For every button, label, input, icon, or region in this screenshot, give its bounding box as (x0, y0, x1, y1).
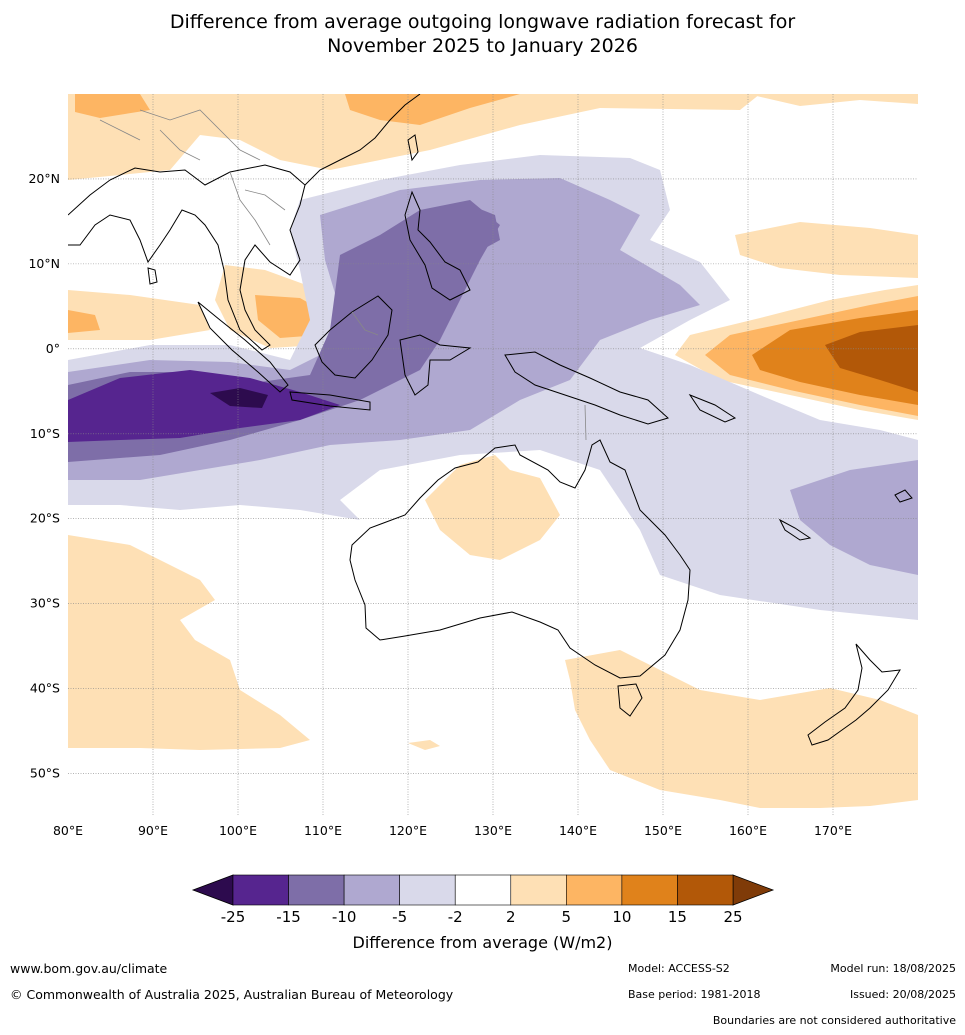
anomaly-region-china-pos (345, 94, 520, 125)
anomaly-region-south-pos (565, 650, 918, 808)
latitude-label: 10°S (30, 426, 60, 441)
coast-java (289, 391, 371, 411)
coast-china (304, 94, 421, 186)
colorbar-tick-label: -2 (448, 908, 463, 926)
colorbar-tick-label: -25 (221, 908, 246, 926)
coast-taiwan (407, 134, 419, 162)
anomaly-region-west-pos-5 (68, 310, 100, 333)
coast-sri-lanka (147, 267, 158, 285)
anomaly-region-sw-pos (68, 535, 310, 750)
longitude-label: 110°E (304, 823, 342, 838)
anomaly-region-neg-15 (68, 370, 340, 442)
anomaly-region-north-pos (68, 94, 760, 180)
colorbar-low-extension (191, 874, 234, 906)
longitude-label: 100°E (219, 823, 257, 838)
latitude-label: 20°S (30, 511, 60, 526)
latitude-label: 20°N (28, 171, 60, 186)
colorbar-unit-label: Difference from average (W/m2) (352, 933, 613, 952)
anomaly-region-small-pos (408, 740, 440, 750)
coast-solomons (688, 393, 737, 423)
coast-new-guinea (504, 351, 669, 425)
colorbar-bin (343, 874, 400, 906)
coastlines (68, 94, 913, 746)
footer-model-run: Model run: 18/08/2025 (830, 962, 956, 975)
latitude-label: 40°S (30, 681, 60, 696)
colorbar-tick-label: -10 (332, 908, 357, 926)
coast-borneo (314, 295, 393, 379)
coast-sumatra (197, 301, 289, 393)
colorbar-tick-label: 2 (506, 908, 516, 926)
country-borders (99, 109, 587, 441)
footer-boundaries-note: Boundaries are not considered authoritat… (712, 1014, 956, 1027)
longitude-label: 120°E (389, 823, 427, 838)
colorbar-tick-label: -15 (276, 908, 301, 926)
colorbar-tick-label: 15 (668, 908, 687, 926)
anomaly-region-neg-25 (210, 388, 268, 408)
latitude-label: 30°S (30, 596, 60, 611)
anomaly-region-north-pos-mid (75, 94, 150, 118)
footer-copyright: © Commonwealth of Australia 2025, Austra… (10, 987, 454, 1002)
footer-model: Model: ACCESS-S2 (628, 962, 730, 975)
longitude-label: 130°E (474, 823, 512, 838)
latitude-label: 10°N (28, 256, 60, 271)
coast-philippines (404, 190, 471, 301)
colorbar-bin (232, 874, 289, 906)
colorbar-bin (399, 874, 456, 906)
longitude-labels: 80°E 90°E 100°E 110°E 120°E 130°E 140°E 150°E 16… (53, 823, 852, 838)
longitude-label: 160°E (729, 823, 767, 838)
anomaly-region-west-pos (68, 290, 210, 340)
anomaly-region-pacific-pos-15 (825, 325, 918, 392)
colorbar-bin (454, 874, 512, 906)
colorbar-bin (288, 874, 345, 906)
longitude-label: 80°E (53, 823, 83, 838)
coast-fiji (894, 489, 913, 503)
anomaly-region-neg-10-philippines (440, 205, 500, 252)
coast-asia-mainland (68, 164, 306, 351)
colorbar-high-extension (732, 874, 775, 906)
colorbar-tick-label: 10 (612, 908, 631, 926)
coast-australia (349, 439, 691, 679)
longitude-label: 150°E (644, 823, 682, 838)
colorbar-bin (510, 874, 567, 906)
title-line-2: November 2025 to January 2026 (327, 35, 638, 57)
graticule (68, 94, 918, 816)
coast-new-zealand (807, 643, 901, 746)
coast-tasmania (617, 683, 643, 717)
coast-new-caledonia (778, 518, 812, 541)
latitude-label: 50°S (30, 766, 60, 781)
anomaly-region-neg-5-pacific (790, 460, 918, 575)
longitude-label: 90°E (138, 823, 168, 838)
colorbar-bin (677, 874, 734, 906)
colorbar-tick-label: 5 (562, 908, 572, 926)
coast-sulawesi (399, 334, 472, 396)
title-line-1: Difference from average outgoing longwav… (169, 11, 796, 33)
latitude-labels: 20°N 10°N 0° 10°S 20°S 30°S 40°S 50°S (28, 171, 60, 781)
footer-base-period: Base period: 1981-2018 (628, 988, 761, 1001)
longitude-label: 170°E (814, 823, 852, 838)
colorbar-tick-label: -5 (392, 908, 407, 926)
anomaly-field (68, 94, 918, 808)
chart-title: Difference from average outgoing longwav… (0, 10, 965, 58)
latitude-label: 0° (46, 341, 60, 356)
longitude-label: 140°E (559, 823, 597, 838)
colorbar-bin (621, 874, 678, 906)
colorbar-bin (566, 874, 623, 906)
colorbar: -25 -15 -10 -5 -2 2 5 10 15 25 (191, 874, 775, 926)
footer-issued: Issued: 20/08/2025 (849, 988, 956, 1001)
footer-url: www.bom.gov.au/climate (10, 961, 168, 976)
colorbar-tick-label: 25 (723, 908, 742, 926)
anomaly-region-australia-pos (425, 455, 560, 560)
